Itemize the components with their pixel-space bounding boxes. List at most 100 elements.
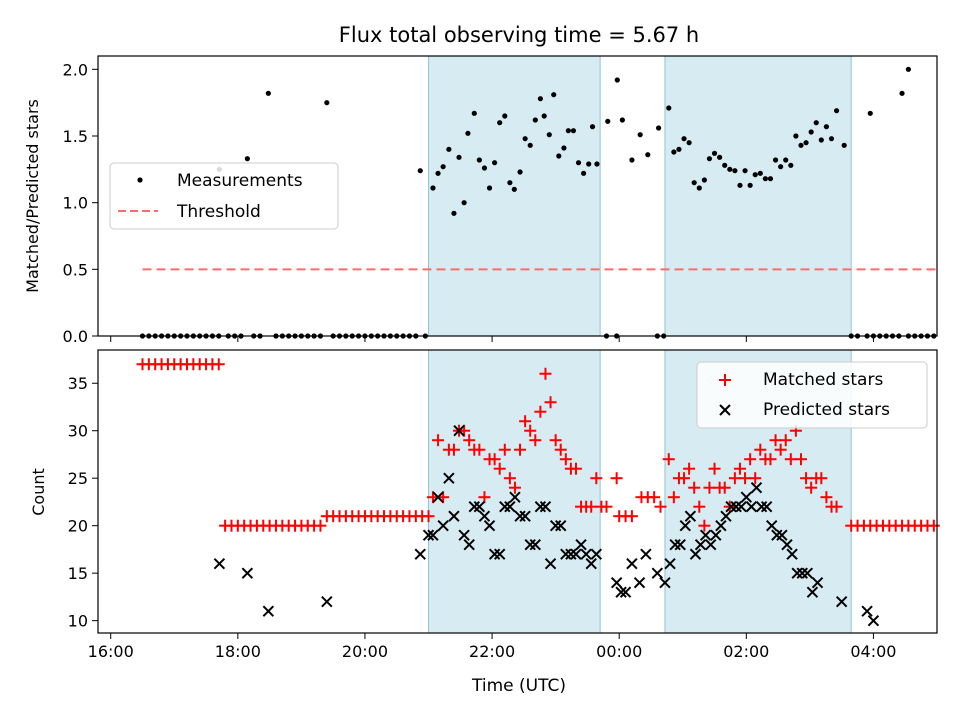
bottom-y-tick-label: 25: [68, 469, 88, 488]
measurement-point: [605, 118, 611, 124]
matched-star-point: [493, 462, 506, 475]
bottom-y-tick-label: 15: [68, 564, 88, 583]
measurement-point: [772, 157, 779, 163]
measurement-point: [244, 156, 250, 162]
matched-star-point: [683, 462, 696, 475]
predicted-star-point: [640, 548, 652, 560]
top-y-tick-label: 1.5: [63, 127, 88, 146]
predicted-star-point: [610, 576, 623, 589]
top-panel: 0.00.51.01.52.0 Matched/Predicted stars …: [23, 55, 938, 346]
predicted-star-point: [458, 529, 470, 541]
measurement-point: [324, 100, 330, 106]
matched-star-point: [769, 434, 782, 447]
matched-star-point: [625, 510, 638, 523]
measurement-point: [492, 160, 498, 166]
matched-star-point: [654, 500, 667, 513]
predicted-star-point: [791, 567, 803, 579]
legend-measurements-label: Measurements: [177, 171, 303, 191]
predicted-star-point: [590, 548, 603, 560]
legend-threshold-label: Threshold: [176, 202, 261, 222]
matched-star-point: [815, 472, 828, 485]
matched-star-point: [708, 462, 721, 475]
matched-star-point: [662, 453, 675, 466]
predicted-star-point: [443, 472, 455, 484]
measurement-point: [541, 113, 547, 119]
measurement-point: [833, 108, 840, 114]
matched-star-point: [805, 481, 818, 494]
predicted-star-point: [684, 510, 697, 522]
matched-star-point: [498, 443, 511, 456]
predicted-star-point: [321, 595, 333, 608]
predicted-star-point: [806, 586, 819, 598]
measurement-point: [451, 210, 457, 216]
matched-star-point: [749, 472, 762, 485]
top-y-tick-label: 0.0: [63, 327, 88, 346]
predicted-star-point: [867, 614, 880, 627]
predicted-star-point: [699, 529, 712, 541]
predicted-star-point: [437, 519, 449, 532]
predicted-star-point: [463, 538, 475, 551]
measurement-point: [867, 110, 873, 116]
legend-measurements-marker: [137, 177, 143, 183]
predicted-star-point: [262, 605, 275, 617]
predicted-star-point: [534, 500, 547, 513]
predicted-star-point: [633, 576, 646, 589]
predicted-star-point: [626, 557, 638, 570]
measurement-point: [461, 200, 467, 206]
predicted-star-point: [575, 538, 587, 551]
measurement-point: [691, 180, 697, 186]
bottom-x-tick-label: 02:00: [723, 642, 769, 661]
measurement-point: [556, 153, 562, 159]
predicted-star-point: [478, 510, 491, 522]
measurement-point: [732, 168, 738, 174]
matched-star-point: [600, 500, 613, 513]
measurement-point: [570, 128, 577, 134]
predicted-star-point: [720, 510, 732, 522]
top-y-tick-label: 0.5: [63, 260, 88, 279]
predicted-star-point: [740, 491, 753, 503]
predicted-star-point: [539, 500, 552, 513]
predicted-star-point: [422, 529, 435, 541]
matched-star-point: [774, 443, 787, 456]
matched-star-point: [784, 453, 797, 466]
matched-star-point: [800, 472, 813, 485]
predicted-star-point: [524, 538, 536, 551]
measurement-point: [706, 156, 713, 162]
measurement-point: [696, 185, 702, 191]
top-shaded-interval: [664, 55, 852, 337]
measurement-point: [701, 177, 707, 183]
predicted-star-point: [427, 529, 439, 541]
predicted-star-point: [735, 500, 747, 513]
measurement-point: [717, 154, 723, 160]
measurement-point: [686, 140, 692, 146]
matched-star-point: [463, 434, 476, 447]
matched-star-point: [544, 396, 557, 409]
predicted-star-point: [414, 548, 426, 560]
measurement-point: [430, 185, 436, 191]
bottom-y-axis-label: Count: [29, 468, 48, 516]
matched-star-point: [688, 481, 701, 494]
predicted-star-point: [241, 567, 254, 579]
bottom-x-tick-label: 18:00: [215, 642, 261, 661]
predicted-star-point: [432, 491, 444, 503]
measurement-point: [823, 124, 830, 130]
predicted-star-point: [766, 519, 778, 532]
predicted-star-point: [835, 595, 848, 608]
bottom-panel: 10 15 20 25 30 35 16:00 18:00 20:00 22:00 00:00 02…: [29, 349, 940, 696]
matched-star-point: [703, 481, 716, 494]
matched-star-point: [212, 358, 225, 371]
measurement-point: [471, 110, 477, 116]
matched-star-point: [667, 491, 680, 504]
measurement-point: [808, 129, 814, 135]
predicted-star-point: [570, 548, 582, 560]
matched-star-point: [794, 453, 807, 466]
bottom-y-tick-label: 10: [68, 612, 88, 631]
matched-star-point: [678, 472, 691, 485]
predicted-star-point: [580, 548, 592, 560]
measurement-point: [486, 185, 493, 191]
matched-star-point: [549, 434, 562, 447]
measurement-point: [767, 176, 774, 182]
measurement-point: [502, 113, 508, 119]
top-legend: Measurements Threshold: [109, 162, 339, 230]
bottom-shaded-interval: [428, 349, 601, 634]
